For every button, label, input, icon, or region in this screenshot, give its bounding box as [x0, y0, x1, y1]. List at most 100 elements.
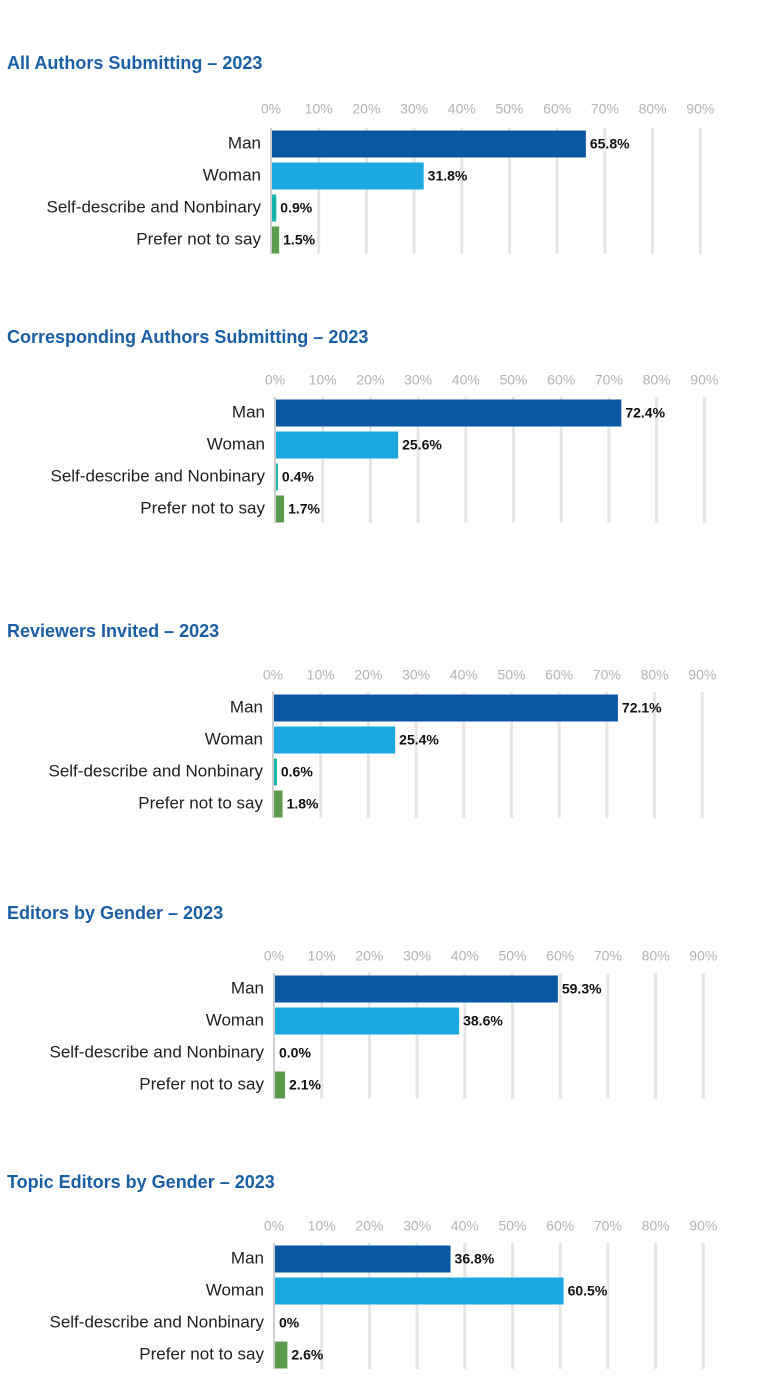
data-label-prefer-not-to-say: 1.7% [288, 501, 320, 517]
x-tick-label: 30% [403, 948, 431, 964]
x-tick-label: 0% [263, 667, 283, 683]
category-label-man: Man [232, 402, 265, 421]
bar-man [275, 1245, 451, 1273]
category-label-man: Man [231, 1248, 264, 1267]
x-tick-label: 70% [591, 101, 619, 117]
data-label-self-describe-and-nonbinary: 0.9% [280, 200, 312, 216]
category-label-prefer-not-to-say: Prefer not to say [136, 229, 261, 248]
data-label-prefer-not-to-say: 1.5% [283, 232, 315, 248]
x-tick-label: 10% [307, 667, 335, 683]
x-tick-label: 50% [498, 948, 526, 964]
x-tick-label: 90% [689, 1218, 717, 1234]
x-tick-label: 20% [355, 948, 383, 964]
category-label-woman: Woman [205, 729, 263, 748]
bar-woman [275, 1277, 564, 1305]
data-label-self-describe-and-nonbinary: 0.0% [279, 1045, 311, 1061]
category-label-prefer-not-to-say: Prefer not to say [139, 1074, 264, 1093]
x-tick-label: 50% [495, 101, 523, 117]
chart-title: Editors by Gender – 2023 [7, 903, 224, 923]
data-label-woman: 38.6% [463, 1013, 503, 1029]
x-tick-label: 80% [643, 372, 671, 388]
x-tick-label: 80% [639, 101, 667, 117]
category-label-woman: Woman [203, 165, 261, 184]
x-tick-label: 40% [450, 667, 478, 683]
data-label-woman: 25.6% [402, 437, 442, 453]
bar-chart-topic-editors: 0% 10% 20% 30% 40% 50% 60% 70% 80% 90% Man 36.8% Wom… [49, 1218, 717, 1369]
chart-title: Corresponding Authors Submitting – 2023 [7, 327, 369, 347]
category-label-self-describe-and-nonbinary: Self-describe and Nonbinary [49, 1042, 264, 1061]
category-label-man: Man [230, 697, 263, 716]
data-label-man: 72.4% [625, 405, 665, 421]
x-tick-label: 0% [264, 1218, 284, 1234]
bar-prefer-not-to-say [275, 1071, 286, 1099]
category-label-woman: Woman [206, 1280, 264, 1299]
bar-chart-corresponding-authors: 0% 10% 20% 30% 40% 50% 60% 70% 80% 90% Man 72.4% Wom… [50, 372, 718, 523]
category-label-self-describe-and-nonbinary: Self-describe and Nonbinary [49, 1312, 264, 1331]
x-tick-label: 60% [546, 948, 574, 964]
x-tick-label: 30% [404, 372, 432, 388]
bar-woman [272, 162, 424, 190]
x-tick-label: 20% [354, 667, 382, 683]
category-label-woman: Woman [207, 434, 265, 453]
bar-man [274, 694, 618, 722]
x-tick-label: 10% [308, 1218, 336, 1234]
category-label-prefer-not-to-say: Prefer not to say [140, 498, 265, 517]
x-tick-label: 70% [594, 948, 622, 964]
category-label-man: Man [231, 978, 264, 997]
x-tick-label: 60% [543, 101, 571, 117]
bar-prefer-not-to-say [272, 226, 280, 254]
x-tick-label: 0% [264, 948, 284, 964]
bar-chart-editors: 0% 10% 20% 30% 40% 50% 60% 70% 80% 90% Man 59.3% Wom… [49, 948, 717, 1099]
x-tick-label: 30% [402, 667, 430, 683]
bar-prefer-not-to-say [275, 1341, 288, 1369]
x-tick-label: 20% [352, 101, 380, 117]
x-tick-label: 70% [593, 667, 621, 683]
x-tick-label: 20% [356, 372, 384, 388]
x-tick-label: 10% [309, 372, 337, 388]
x-tick-label: 90% [688, 667, 716, 683]
data-label-self-describe-and-nonbinary: 0.6% [281, 764, 313, 780]
bar-self-describe-and-nonbinary [276, 463, 278, 491]
data-label-prefer-not-to-say: 2.1% [289, 1077, 321, 1093]
bar-self-describe-and-nonbinary [274, 758, 277, 786]
x-tick-label: 10% [308, 948, 336, 964]
chart-title: Reviewers Invited – 2023 [7, 621, 220, 641]
x-tick-label: 80% [642, 1218, 670, 1234]
x-tick-label: 40% [452, 372, 480, 388]
data-label-self-describe-and-nonbinary: 0% [279, 1315, 300, 1331]
bar-man [275, 975, 558, 1003]
bar-self-describe-and-nonbinary [272, 194, 277, 222]
x-tick-label: 90% [689, 948, 717, 964]
bar-woman [274, 726, 396, 754]
x-tick-label: 70% [594, 1218, 622, 1234]
x-tick-label: 30% [400, 101, 428, 117]
x-tick-label: 20% [355, 1218, 383, 1234]
bar-man [272, 130, 586, 158]
bar-man [276, 399, 622, 427]
x-tick-label: 40% [448, 101, 476, 117]
x-tick-label: 60% [545, 667, 573, 683]
bar-woman [276, 431, 399, 459]
data-label-prefer-not-to-say: 1.8% [287, 796, 319, 812]
x-tick-label: 80% [641, 667, 669, 683]
x-tick-label: 50% [499, 372, 527, 388]
x-tick-label: 40% [451, 948, 479, 964]
x-tick-label: 50% [497, 667, 525, 683]
bar-prefer-not-to-say [276, 495, 285, 523]
data-label-man: 72.1% [622, 700, 662, 716]
chart-title: Topic Editors by Gender – 2023 [7, 1172, 275, 1192]
category-label-man: Man [228, 133, 261, 152]
data-label-woman: 25.4% [399, 732, 439, 748]
data-label-man: 65.8% [590, 136, 630, 152]
bar-chart-reviewers-invited: 0% 10% 20% 30% 40% 50% 60% 70% 80% 90% Man 72.1% Wom… [48, 667, 716, 818]
x-tick-label: 40% [451, 1218, 479, 1234]
data-label-self-describe-and-nonbinary: 0.4% [282, 469, 314, 485]
x-tick-label: 0% [261, 101, 281, 117]
category-label-self-describe-and-nonbinary: Self-describe and Nonbinary [48, 761, 263, 780]
x-tick-label: 90% [690, 372, 718, 388]
data-label-woman: 60.5% [568, 1283, 608, 1299]
bar-prefer-not-to-say [274, 790, 283, 818]
category-label-prefer-not-to-say: Prefer not to say [139, 1344, 264, 1363]
x-tick-label: 80% [642, 948, 670, 964]
x-tick-label: 30% [403, 1218, 431, 1234]
